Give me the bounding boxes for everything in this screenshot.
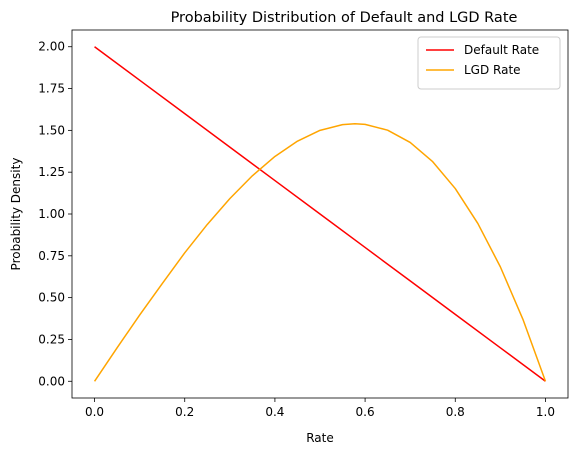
y-axis-label: Probability Density [9, 158, 23, 271]
y-tick-label: 1.25 [38, 165, 65, 179]
x-tick-label: 0.4 [265, 405, 284, 419]
y-tick-label: 1.00 [38, 207, 65, 221]
x-tick-label: 0.2 [175, 405, 194, 419]
y-tick-label: 1.75 [38, 82, 65, 96]
y-tick-label: 0.75 [38, 249, 65, 263]
y-tick-label: 0.00 [38, 374, 65, 388]
x-tick-label: 1.0 [536, 405, 555, 419]
chart-title: Probability Distribution of Default and … [171, 10, 518, 26]
y-tick-label: 0.50 [38, 291, 65, 305]
legend-label: Default Rate [464, 43, 539, 57]
x-axis-label: Rate [306, 431, 334, 445]
legend-label: LGD Rate [464, 63, 521, 77]
y-tick-label: 2.00 [38, 40, 65, 54]
y-tick-label: 0.25 [38, 332, 65, 346]
x-tick-label: 0.6 [356, 405, 375, 419]
legend: Default Rate LGD Rate [418, 37, 560, 89]
x-tick-label: 0.0 [85, 405, 104, 419]
y-tick-label: 1.50 [38, 123, 65, 137]
x-tick-label: 0.8 [446, 405, 465, 419]
